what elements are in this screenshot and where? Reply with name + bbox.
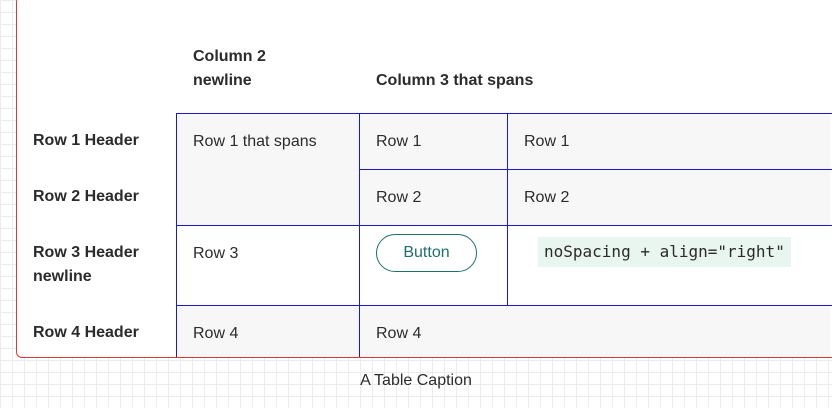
row3-code-snippet: noSpacing + align="right": [538, 237, 791, 267]
table-frame: Column 2 newline Column 3 that spans Row…: [16, 0, 832, 358]
cell-row1-col3: Row 1: [360, 114, 508, 170]
row-header-3-line2: newline: [33, 268, 92, 285]
cell-row1-span: Row 1 that spans: [177, 114, 360, 226]
row-header-2: Row 2 Header: [33, 188, 139, 205]
cell-row4-col2: Row 4: [177, 306, 360, 357]
cell-row3-col2: Row 3: [177, 226, 360, 306]
grid-line: [177, 113, 832, 114]
grid-line: [359, 113, 360, 357]
column-header-2-line1: Column 2: [193, 48, 266, 65]
grid-line: [507, 113, 508, 305]
row-header-3-line1: Row 3 Header: [33, 244, 139, 261]
cell-row2-col3: Row 2: [360, 170, 508, 226]
column-header-2-line2: newline: [193, 72, 252, 89]
row-header-1: Row 1 Header: [33, 132, 139, 149]
column-header-2: Column 2 newline: [177, 45, 360, 113]
row3-button[interactable]: Button: [376, 234, 477, 272]
grid-line: [176, 113, 177, 357]
cell-row1-col4: Row 1: [508, 114, 830, 170]
cell-row4-col3: Row 4: [360, 306, 830, 357]
row-header-4: Row 4 Header: [33, 324, 139, 341]
table-caption: A Table Caption: [360, 372, 472, 389]
grid-line: [360, 169, 832, 170]
grid-line: [177, 305, 832, 306]
column-header-3: Column 3 that spans: [376, 72, 534, 89]
cell-row2-col4: Row 2: [508, 170, 830, 226]
grid-line: [177, 225, 832, 226]
row-header-3: Row 3 Header newline: [17, 237, 177, 317]
